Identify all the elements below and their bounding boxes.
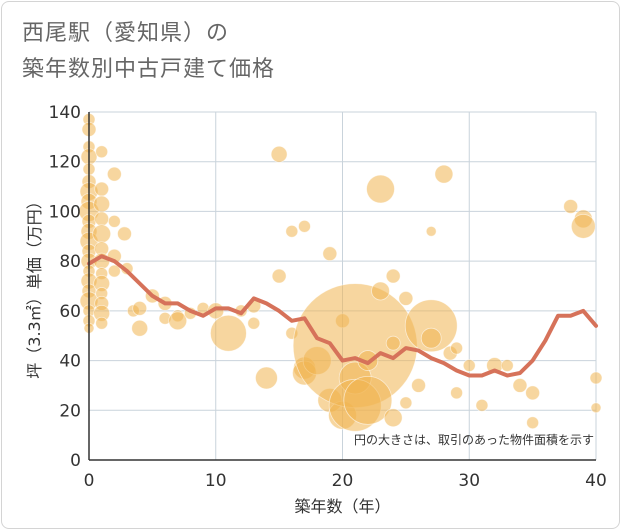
bubble-point — [94, 211, 110, 227]
bubble-point — [92, 224, 112, 244]
bubble-point — [450, 341, 463, 355]
x-tick-label: 30 — [458, 471, 480, 491]
bubble-point — [93, 195, 111, 213]
bubble-point — [285, 224, 299, 238]
bubble-point — [107, 214, 121, 228]
bubble-point — [475, 398, 489, 412]
bubble-point — [247, 316, 261, 330]
bubble-point — [420, 327, 442, 349]
bubble-point — [590, 402, 602, 414]
bubble-point — [385, 335, 401, 351]
bubble-point — [385, 268, 401, 284]
tick-labels: 0 20 40 60 80 100 120 140 0 10 20 30 40 — [49, 103, 607, 491]
bubble-point — [270, 145, 288, 163]
bubble-point — [563, 199, 579, 214]
bubble-layer — [78, 113, 603, 432]
bubble-point — [404, 299, 458, 353]
x-tick-label: 10 — [205, 471, 227, 491]
y-axis-title: 坪（3.3㎡）単価（万円） — [25, 193, 44, 378]
y-tick-label: 80 — [59, 252, 81, 272]
y-tick-label: 0 — [70, 451, 81, 471]
bubble-point — [132, 300, 148, 316]
y-tick-label: 100 — [49, 202, 81, 222]
bubble-point — [512, 378, 528, 393]
bubble-point — [322, 246, 338, 262]
bubble-point — [255, 366, 278, 390]
x-axis-title: 築年数（年） — [294, 497, 390, 516]
bubble-point — [168, 311, 188, 331]
bubble-point — [434, 164, 454, 184]
x-tick-label: 0 — [84, 471, 95, 491]
bubble-point — [371, 281, 390, 301]
chart-title-line2: 築年数別中古戸建て価格 — [22, 57, 276, 82]
x-tick-label: 20 — [332, 471, 354, 491]
bubble-point — [95, 145, 109, 159]
chart-title-line1: 西尾駅（愛知県）の — [22, 21, 230, 46]
bubble-point — [399, 396, 413, 410]
bubble-point — [117, 226, 132, 242]
bubble-point — [425, 225, 437, 237]
x-tick-label: 40 — [585, 471, 607, 491]
line-layer — [87, 254, 598, 378]
bubble-size-note: 円の大きさは、取引のあった物件面積を示す — [354, 432, 594, 447]
bubble-point — [450, 386, 463, 400]
average-price-line — [87, 254, 598, 378]
bubble-point — [106, 166, 122, 182]
bubble-point — [500, 359, 514, 372]
bubble-point — [131, 319, 149, 337]
y-tick-label: 120 — [49, 153, 81, 173]
bubble-point — [366, 174, 395, 204]
bubble-point — [298, 219, 311, 233]
bubble-point — [525, 385, 541, 401]
bubble-point — [398, 291, 414, 306]
bubble-point — [210, 314, 247, 352]
y-tick-label: 140 — [49, 103, 81, 123]
y-tick-label: 60 — [59, 302, 81, 322]
bubble-point — [94, 181, 110, 197]
bubble-point — [462, 359, 476, 372]
y-tick-label: 40 — [59, 352, 81, 372]
bubble-point — [95, 316, 109, 330]
bubble-point — [589, 371, 603, 385]
bubble-point — [271, 268, 287, 284]
chart-title: 西尾駅（愛知県）の 築年数別中古戸建て価格 — [22, 16, 275, 88]
axes — [88, 112, 596, 461]
bubble-point — [411, 378, 426, 393]
bubble-point — [570, 213, 596, 239]
bubble-point — [526, 416, 540, 430]
bubble-point — [383, 408, 403, 428]
bubble-point — [107, 264, 121, 278]
bubble-point — [343, 375, 393, 425]
y-tick-label: 20 — [59, 401, 81, 421]
